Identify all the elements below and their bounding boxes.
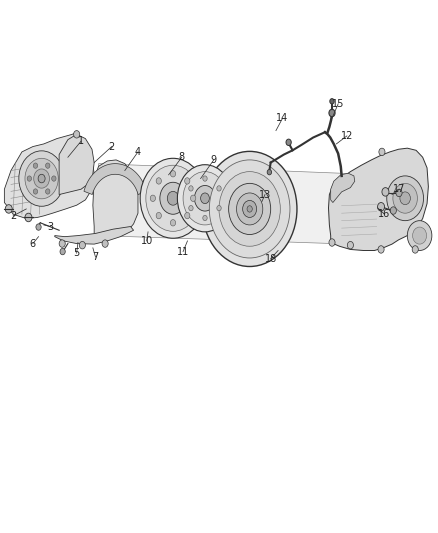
Circle shape: [150, 195, 155, 201]
Text: 12: 12: [341, 131, 353, 141]
Text: 5: 5: [74, 248, 80, 258]
Circle shape: [25, 158, 58, 199]
Circle shape: [390, 207, 396, 214]
Circle shape: [33, 163, 38, 168]
Circle shape: [201, 193, 209, 204]
Circle shape: [209, 160, 290, 258]
Circle shape: [146, 165, 200, 231]
Circle shape: [189, 205, 193, 211]
Circle shape: [396, 189, 402, 197]
Circle shape: [217, 186, 221, 191]
Circle shape: [247, 206, 252, 212]
Circle shape: [140, 158, 206, 238]
Circle shape: [27, 176, 32, 181]
Polygon shape: [84, 164, 146, 195]
Text: 7: 7: [92, 252, 99, 262]
Circle shape: [160, 182, 186, 214]
Circle shape: [378, 246, 384, 253]
Circle shape: [413, 227, 427, 244]
Polygon shape: [55, 227, 134, 244]
Circle shape: [217, 205, 221, 211]
Circle shape: [379, 148, 385, 156]
Circle shape: [5, 205, 12, 213]
Text: 3: 3: [47, 222, 53, 231]
Circle shape: [60, 248, 65, 255]
Circle shape: [46, 163, 50, 168]
Text: 11: 11: [177, 247, 189, 256]
Circle shape: [407, 221, 432, 251]
Circle shape: [378, 203, 385, 211]
Circle shape: [330, 99, 334, 104]
Circle shape: [243, 200, 257, 217]
Circle shape: [74, 131, 80, 138]
Text: 2: 2: [109, 142, 115, 151]
Circle shape: [170, 171, 176, 177]
Text: 2: 2: [10, 211, 16, 221]
Circle shape: [400, 192, 410, 205]
Circle shape: [52, 176, 56, 181]
Circle shape: [38, 174, 45, 183]
Circle shape: [185, 213, 190, 219]
Circle shape: [382, 188, 389, 196]
Circle shape: [189, 186, 193, 191]
Circle shape: [329, 109, 335, 117]
Polygon shape: [328, 148, 428, 251]
Circle shape: [229, 183, 271, 235]
Circle shape: [79, 241, 85, 249]
Circle shape: [19, 151, 64, 206]
Circle shape: [194, 185, 215, 211]
Text: 13: 13: [259, 190, 271, 199]
Circle shape: [185, 177, 190, 184]
Circle shape: [33, 189, 38, 194]
Circle shape: [59, 240, 65, 247]
Circle shape: [393, 183, 417, 213]
Circle shape: [237, 193, 263, 225]
Polygon shape: [4, 133, 94, 219]
Text: 6: 6: [30, 239, 36, 248]
Text: 18: 18: [265, 254, 277, 263]
Circle shape: [203, 176, 207, 181]
Circle shape: [25, 213, 32, 222]
Circle shape: [267, 169, 272, 175]
Polygon shape: [331, 173, 355, 203]
Text: 1: 1: [78, 136, 84, 146]
Polygon shape: [99, 164, 381, 245]
Text: 16: 16: [378, 209, 391, 219]
Text: 9: 9: [211, 155, 217, 165]
Text: 14: 14: [276, 114, 289, 123]
Polygon shape: [59, 134, 94, 195]
Circle shape: [46, 189, 50, 194]
Circle shape: [286, 139, 291, 146]
Circle shape: [347, 241, 353, 249]
Circle shape: [102, 240, 108, 247]
Polygon shape: [93, 160, 138, 236]
Circle shape: [203, 215, 207, 221]
Circle shape: [202, 151, 297, 266]
Text: 15: 15: [332, 99, 344, 109]
Text: 17: 17: [393, 184, 406, 194]
Circle shape: [412, 246, 418, 253]
Circle shape: [219, 172, 280, 246]
Circle shape: [387, 176, 424, 221]
Circle shape: [34, 169, 49, 188]
Circle shape: [183, 172, 227, 225]
Text: 10: 10: [141, 236, 153, 246]
Circle shape: [177, 165, 233, 232]
Circle shape: [170, 220, 176, 226]
Circle shape: [329, 239, 335, 246]
Circle shape: [191, 195, 196, 201]
Text: 8: 8: [179, 152, 185, 162]
Circle shape: [156, 213, 161, 219]
Text: 4: 4: [135, 147, 141, 157]
Circle shape: [36, 224, 41, 230]
Circle shape: [167, 191, 179, 205]
Circle shape: [156, 177, 161, 184]
